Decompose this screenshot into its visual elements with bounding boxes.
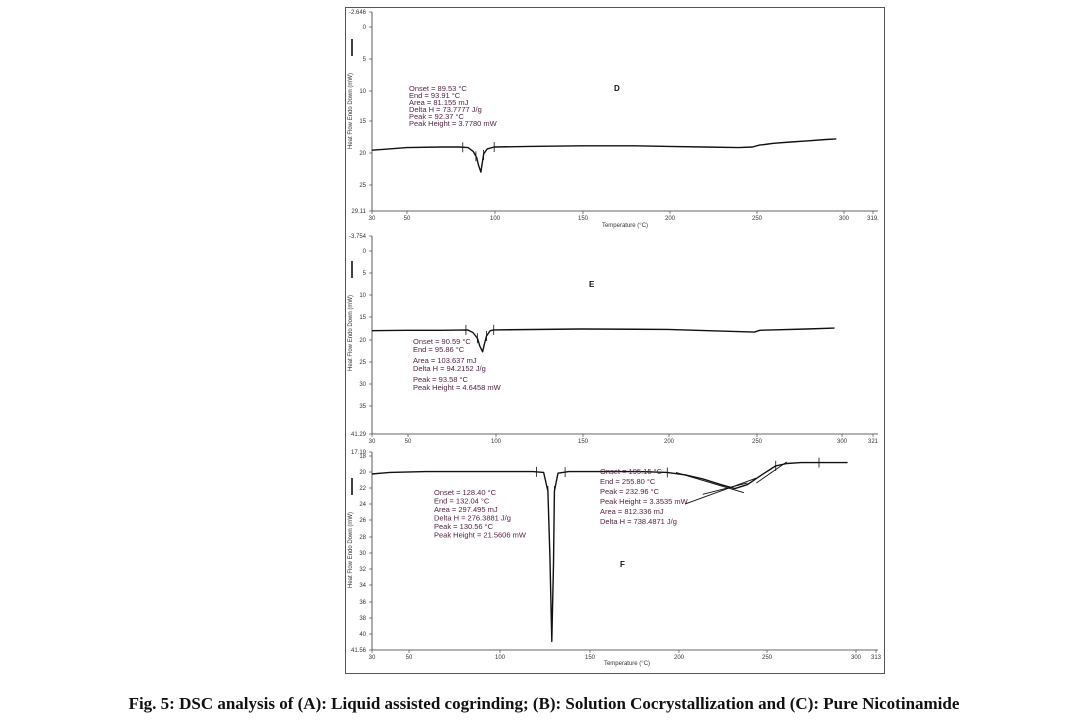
panel-f-x-tick-label: 30 bbox=[369, 655, 376, 661]
panel-f-y-tick-label: 36 bbox=[359, 600, 366, 606]
panel-d-y-tick-label: 15 bbox=[359, 119, 366, 125]
panel-e-annotation: Onset = 90.59 °C bbox=[413, 337, 471, 346]
panel-f-x-tick-label: 200 bbox=[674, 655, 685, 661]
panel-f-y-axis-title: Heat Flow Endo Down (mW) bbox=[348, 512, 354, 588]
panel-d-y-tick-label: 20 bbox=[359, 151, 366, 157]
panel-e-x-tick-label: 30 bbox=[369, 439, 376, 445]
panel-f-tangent-line bbox=[702, 482, 748, 495]
panel-d-y-tick-label: 10 bbox=[359, 89, 366, 95]
panel-d-dsc-curve bbox=[371, 138, 837, 173]
panel-f-x-tick-label: 150 bbox=[585, 655, 596, 661]
panel-f-y-tick-label: 40 bbox=[359, 632, 366, 638]
panel-f-annotation: Peak Height = 3.3535 mW bbox=[600, 497, 689, 506]
panel-e-y-tick-label: 41.29 bbox=[351, 432, 367, 438]
panel-d-x-tick-label: 250 bbox=[752, 216, 763, 222]
panel-f-y-tick-label: 32 bbox=[359, 567, 366, 573]
panel-e-x-tick-label: 200 bbox=[664, 439, 675, 445]
panel-f-y-tick-label: 41.56 bbox=[351, 648, 367, 654]
panel-d-y-axis-title: Heat Flow Endo Down (mW) bbox=[348, 73, 354, 149]
panel-f-annotation: End = 132.04 °C bbox=[434, 497, 490, 506]
panel-e-annotation: End = 95.86 °C bbox=[413, 345, 465, 354]
panel-e-y-tick-label: 0 bbox=[363, 249, 367, 255]
panel-d-annotation: Peak = 92.37 °C bbox=[409, 112, 464, 121]
panel-e-x-tick-label: 100 bbox=[491, 439, 502, 445]
panel-f-x-tick-label: 50 bbox=[406, 655, 413, 661]
panel-d-annotation: Delta H = 73.7777 J/g bbox=[409, 105, 482, 114]
panel-f-y-tick-label: 24 bbox=[359, 502, 366, 508]
panel-e-annotation: Peak = 93.58 °C bbox=[413, 375, 468, 384]
panel-f-x-tick-label: 313 bbox=[871, 655, 882, 661]
panel-f-y-tick-label: 28 bbox=[359, 535, 366, 541]
panel-e-annotation: Area = 103.637 mJ bbox=[413, 356, 477, 365]
panel-e-y-tick-label: 25 bbox=[359, 360, 366, 366]
panel-f-y-tick-label: 38 bbox=[359, 616, 366, 622]
panel-e-y-tick-label: 5 bbox=[363, 271, 367, 277]
panel-f-annotation: Peak = 130.56 °C bbox=[434, 522, 494, 531]
panel-f-annotation: Area = 812.336 mJ bbox=[600, 507, 664, 516]
panel-d-x-tick-label: 300 bbox=[839, 216, 850, 222]
panel-f-y-tick-label: 20 bbox=[359, 470, 366, 476]
panel-d-x-axis-title: Temperature (°C) bbox=[602, 223, 648, 229]
panel-d-annotation: Peak Height = 3.7780 mW bbox=[409, 119, 498, 128]
panel-f-y-tick-label: 30 bbox=[359, 551, 366, 557]
panel-d-annotation: Onset = 89.53 °C bbox=[409, 84, 467, 93]
figure-caption: Fig. 5: DSC analysis of (A): Liquid assi… bbox=[128, 694, 960, 713]
panel-d-y-tick-label: 25 bbox=[359, 183, 366, 189]
panel-e-y-tick-label: 15 bbox=[359, 315, 366, 321]
figure-frame bbox=[345, 7, 885, 674]
panel-f-y-tick-label: 18 bbox=[359, 454, 366, 460]
panel-e-y-tick-label: 35 bbox=[359, 404, 366, 410]
panel-d-label: D bbox=[614, 84, 620, 93]
panel-f-annotation: Delta H = 738.4871 J/g bbox=[600, 517, 677, 526]
panel-f-annotation: Onset = 128.40 °C bbox=[434, 488, 497, 497]
panel-f-x-tick-label: 100 bbox=[495, 655, 506, 661]
panel-f-annotation: End = 255.80 °C bbox=[600, 477, 656, 486]
panel-f-x-axis-title: Temperature (°C) bbox=[604, 661, 650, 667]
panel-d-y-tick-label: 0 bbox=[363, 25, 367, 31]
panel-e-dsc-curve bbox=[371, 327, 835, 353]
panel-e-x-tick-label: 250 bbox=[752, 439, 763, 445]
panel-d-x-tick-label: 150 bbox=[578, 216, 589, 222]
panel-e-y-axis-title: Heat Flow Endo Down (mW) bbox=[348, 295, 354, 371]
panel-f-annotation: Onset = 195.15 °C bbox=[600, 467, 663, 476]
panel-d-y-tick-label: 5 bbox=[363, 57, 367, 63]
panel-d-x-tick-label: 50 bbox=[404, 216, 411, 222]
panel-d-x-tick-label: 319. bbox=[867, 216, 879, 222]
panel-f-tangent-line bbox=[756, 461, 788, 484]
panel-e-x-tick-label: 321 bbox=[868, 439, 879, 445]
panel-f-label: F bbox=[620, 560, 625, 569]
panel-d-x-tick-label: 30 bbox=[369, 216, 376, 222]
panel-e-y-tick-label: 20 bbox=[359, 338, 366, 344]
panel-d-y-tick-label: 29.11 bbox=[351, 209, 366, 215]
panel-f-y-tick-label: 17.19 bbox=[351, 450, 367, 456]
panel-f-annotation: Peak Height = 21.5606 mW bbox=[434, 531, 527, 540]
panel-f-y-tick-label: 26 bbox=[359, 518, 366, 524]
panel-d-annotation: End = 93.91 °C bbox=[409, 91, 461, 100]
panel-f-y-tick-label: 34 bbox=[359, 583, 366, 589]
panel-f-tangent-line bbox=[684, 477, 757, 505]
panel-f-annotation: Area = 297.495 mJ bbox=[434, 505, 498, 514]
panel-d-annotation: Area = 81.155 mJ bbox=[409, 98, 469, 107]
panel-d-x-tick-label: 200 bbox=[665, 216, 676, 222]
panel-f-tangent-line bbox=[675, 471, 745, 494]
panel-f-y-tick-label: 22 bbox=[359, 486, 366, 492]
panel-e-y-tick-label: 30 bbox=[359, 382, 366, 388]
panel-e-y-tick-label: -3.754 bbox=[349, 234, 367, 240]
panel-e-annotation: Delta H = 94.2152 J/g bbox=[413, 364, 486, 373]
panel-e-annotation: Peak Height = 4.6458 mW bbox=[413, 383, 502, 392]
panel-e-label: E bbox=[589, 280, 595, 289]
panel-e-x-tick-label: 150 bbox=[578, 439, 589, 445]
panel-f-annotation: Delta H = 276.3881 J/g bbox=[434, 514, 511, 523]
panel-d-x-tick-label: 100 bbox=[490, 216, 501, 222]
panel-e-x-tick-label: 50 bbox=[405, 439, 412, 445]
panel-f-x-tick-label: 300 bbox=[851, 655, 862, 661]
panel-f-annotation: Peak = 232.96 °C bbox=[600, 487, 660, 496]
panel-e-y-tick-label: 10 bbox=[359, 293, 366, 299]
panel-e-x-tick-label: 300 bbox=[837, 439, 848, 445]
panel-f-x-tick-label: 250 bbox=[762, 655, 773, 661]
panel-d-y-tick-label: -2.646 bbox=[349, 10, 367, 16]
